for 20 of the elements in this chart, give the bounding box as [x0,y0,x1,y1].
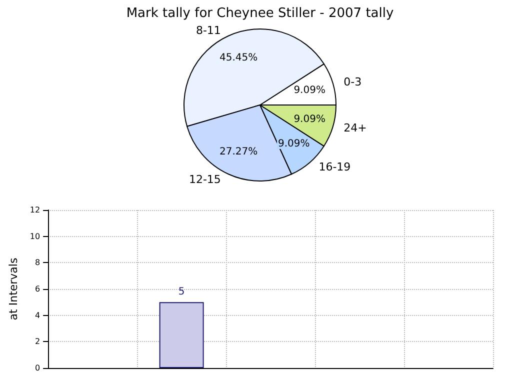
chart-title: Mark tally for Cheynee Stiller - 2007 tally [126,6,394,21]
data-label: 45.45% [219,52,258,64]
y-tick-label: 10 [30,232,40,241]
y-axis-title: at Intervals [7,258,20,320]
data-label: 27.27% [219,146,258,158]
data-label: 9.09% [294,114,326,126]
slice-label: 24+ [344,122,367,135]
data-label: 9.09% [294,84,326,96]
y-tick-label: 12 [30,206,40,214]
y-tick-label: 2 [34,337,40,346]
slice-label: 8-11 [196,24,221,37]
slice-label: 0-3 [344,75,362,88]
y-tick-label: 8 [34,258,40,268]
y-tick-label: 4 [34,310,40,320]
y-tick-label: 0 [34,364,40,372]
data-label: 5 [178,286,185,298]
y-tick-label: 6 [34,284,40,294]
slice-label: 16-19 [318,160,351,174]
data-label: 9.09% [278,138,310,150]
slice-label: 12-15 [188,173,221,186]
